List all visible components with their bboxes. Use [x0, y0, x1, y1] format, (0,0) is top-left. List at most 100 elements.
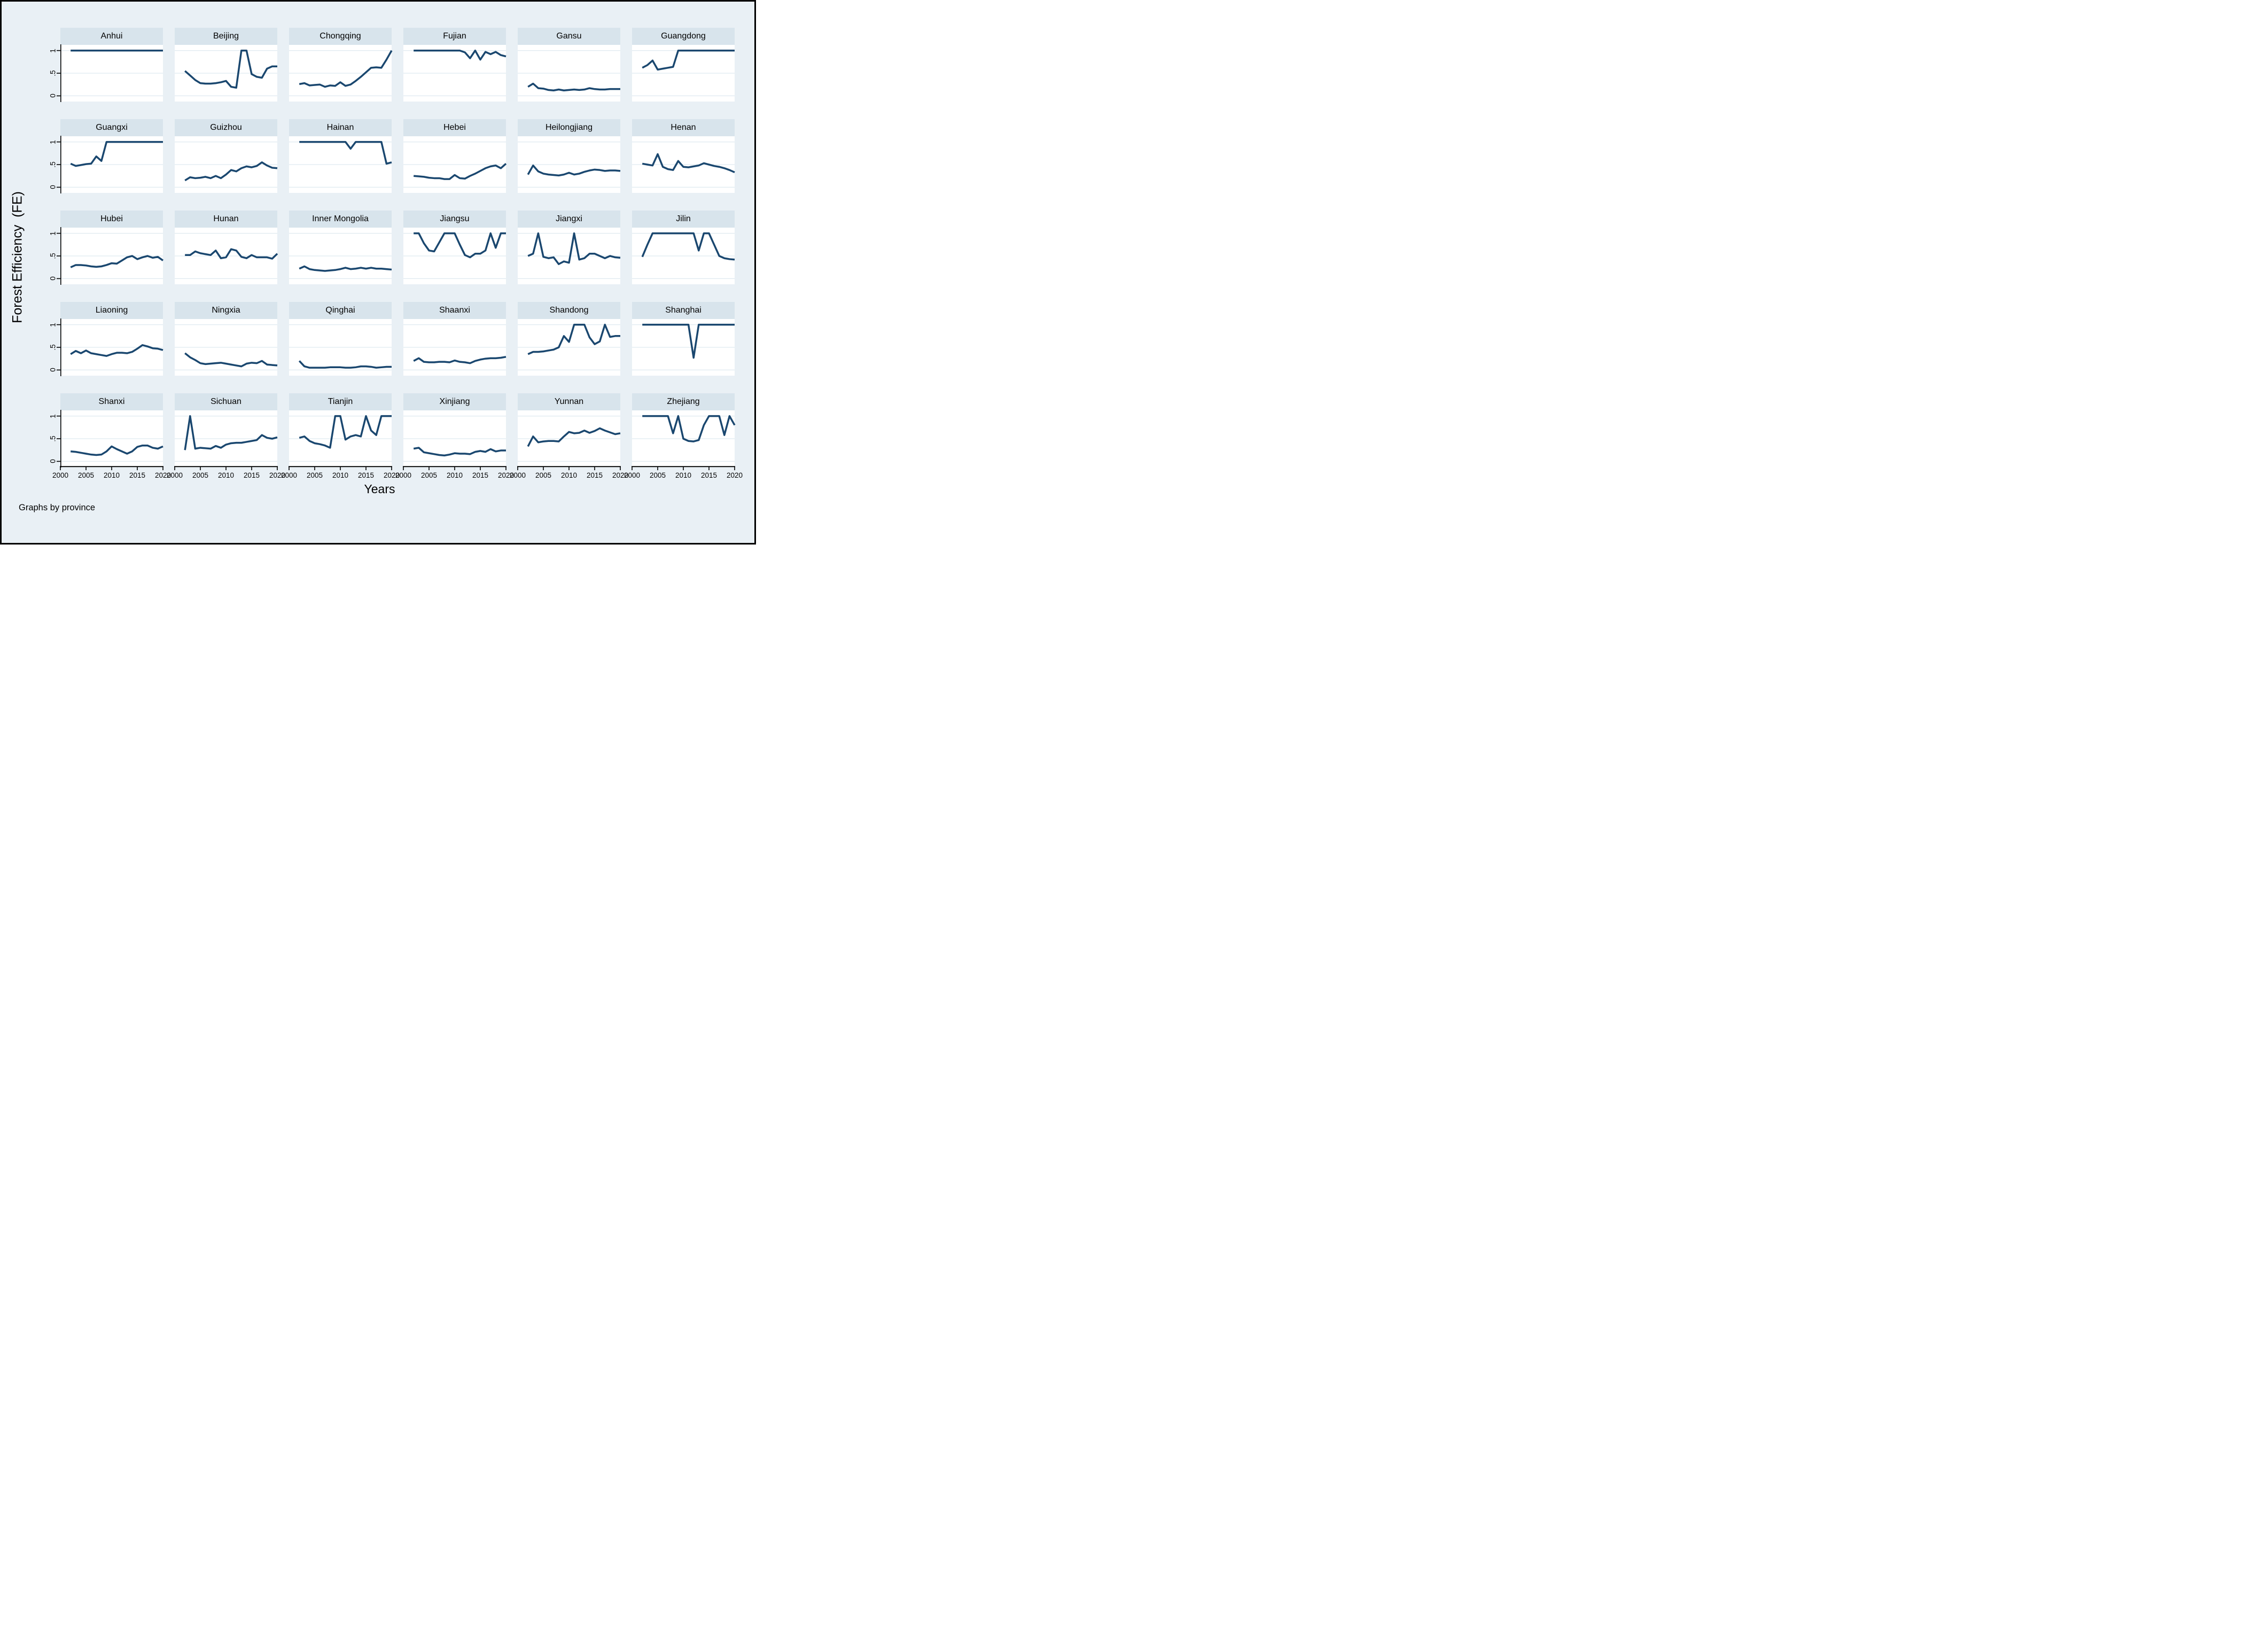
x-tick-label: 2010	[332, 471, 349, 479]
x-tick-label: 2000	[280, 471, 298, 479]
x-tick-label: 2010	[675, 471, 692, 479]
x-tick-label: 2005	[306, 471, 323, 479]
line-chart	[632, 136, 735, 193]
panel-title: Guangxi	[60, 119, 163, 136]
line-chart	[632, 228, 735, 284]
x-tick-label: 2020	[726, 471, 743, 479]
x-tick-label: 2000	[166, 471, 183, 479]
line-chart	[57, 318, 163, 376]
panel-title: Shanghai	[632, 302, 735, 319]
panel-row: 1.5 0 Anhui Beijing Chongqing Fujian Gansu Guan…	[34, 28, 735, 119]
panel-xinjiang: Xinjiang	[403, 393, 506, 485]
x-tick-label-cell: 2000 2005 2010 2015 2020	[624, 471, 743, 481]
y-axis-tick-labels: 1.5 0	[34, 211, 60, 284]
x-tick-label: 2020	[154, 471, 172, 479]
panel-anhui: Anhui	[57, 28, 163, 119]
panel-shandong: Shandong	[518, 302, 620, 393]
y-tick-label: 0	[49, 94, 57, 98]
y-tick-label: 0	[49, 185, 57, 190]
line-chart	[289, 45, 393, 102]
panel-title: Ningxia	[175, 302, 277, 319]
line-chart	[174, 410, 278, 470]
x-tick-label: 2000	[623, 471, 641, 479]
x-tick-label: 2015	[243, 471, 260, 479]
x-axis-tick-labels: 2000 2005 2010 2015 2020 2000 2005 2010 2015 2020…	[52, 471, 743, 481]
x-tick-label: 2015	[700, 471, 718, 479]
panel-title: Hubei	[60, 211, 163, 228]
panel-tianjin: Tianjin	[289, 393, 392, 485]
line-chart	[175, 136, 278, 193]
x-tick-label: 2015	[357, 471, 375, 479]
panel-shanxi: Shanxi	[57, 393, 163, 485]
x-tick-label: 2010	[217, 471, 235, 479]
panel-inner-mongolia: Inner Mongolia	[289, 211, 392, 302]
panel-chongqing: Chongqing	[289, 28, 393, 119]
panel-title: Henan	[632, 119, 735, 136]
panel-title: Xinjiang	[403, 393, 506, 410]
figure-note: Graphs by province	[19, 503, 96, 512]
x-tick-label: 2010	[103, 471, 120, 479]
x-tick-label: 2005	[535, 471, 552, 479]
line-chart	[518, 136, 621, 193]
panel-title: Jiangsu	[403, 211, 506, 228]
panel-beijing: Beijing	[175, 28, 277, 119]
line-chart	[403, 136, 507, 193]
panel-title: Shanxi	[60, 393, 163, 410]
line-chart	[403, 228, 506, 284]
x-tick-label-cell: 2000 2005 2010 2015 2020	[395, 471, 514, 481]
y-axis-tick-labels: 1.5 0	[34, 302, 60, 376]
panel-qinghai: Qinghai	[289, 302, 392, 393]
x-tick-label: 2005	[420, 471, 438, 479]
y-tick-label: 1	[49, 48, 57, 53]
panel-row: 1.5 0 Hubei Hunan Inner Mongolia Jiangsu Jiang…	[34, 211, 735, 302]
line-chart	[289, 136, 392, 193]
line-chart	[403, 45, 506, 102]
panel-title: Fujian	[403, 28, 506, 45]
panel-grid: 1.5 0 Anhui Beijing Chongqing Fujian Gansu Guan…	[34, 28, 736, 485]
line-chart	[632, 410, 736, 470]
panel-gansu: Gansu	[518, 28, 620, 119]
x-tick-label: 2020	[497, 471, 515, 479]
panel-guangdong: Guangdong	[632, 28, 735, 119]
small-multiples-figure: Forest Efficiency (FE) 1.5 0 Anhui Beijing C…	[0, 0, 756, 545]
line-chart	[289, 228, 392, 284]
line-chart	[403, 410, 506, 470]
x-tick-label: 2005	[77, 471, 95, 479]
panel-title: Sichuan	[175, 393, 277, 410]
panel-title: Beijing	[175, 28, 277, 45]
y-tick-label: .5	[49, 70, 57, 76]
panel-fujian: Fujian	[403, 28, 506, 119]
panel-sichuan: Sichuan	[174, 393, 278, 485]
y-axis-tick-labels: 1.5 0	[34, 393, 60, 467]
x-tick-label: 2020	[383, 471, 400, 479]
x-tick-label-cell: 2000 2005 2010 2015 2020	[281, 471, 400, 481]
panel-title: Hunan	[175, 211, 277, 228]
panel-guangxi: Guangxi	[57, 119, 163, 211]
panel-title: Jiangxi	[518, 211, 620, 228]
panel-title: Jilin	[632, 211, 735, 228]
panel-title: Qinghai	[289, 302, 392, 319]
panel-row: 1.5 0 Shanxi Sichuan Tianjin Xinjiang Yunnan Zh…	[34, 393, 736, 485]
y-tick-label: .5	[49, 253, 57, 259]
x-tick-label: 2015	[129, 471, 146, 479]
line-chart	[632, 45, 735, 102]
x-tick-label: 2000	[395, 471, 412, 479]
x-tick-label: 2010	[446, 471, 463, 479]
y-tick-label: 0	[49, 459, 57, 464]
panel-jiangsu: Jiangsu	[403, 211, 506, 302]
line-chart	[175, 228, 278, 284]
panel-heilongjiang: Heilongjiang	[518, 119, 621, 211]
panel-row: 1.5 0 Guangxi Guizhou Hainan Hebei Heilongjian…	[34, 119, 735, 211]
line-chart	[289, 319, 392, 376]
x-tick-label: 2010	[560, 471, 578, 479]
y-axis-tick-labels: 1.5 0	[34, 28, 60, 102]
x-tick-label: 2000	[509, 471, 526, 479]
panel-title: Shandong	[518, 302, 620, 319]
line-chart	[175, 319, 278, 376]
panel-hunan: Hunan	[175, 211, 278, 302]
x-tick-label: 2005	[192, 471, 209, 479]
panel-title: Liaoning	[60, 302, 163, 319]
panel-liaoning: Liaoning	[57, 302, 163, 393]
panel-title: Inner Mongolia	[289, 211, 392, 228]
line-chart	[289, 410, 392, 470]
